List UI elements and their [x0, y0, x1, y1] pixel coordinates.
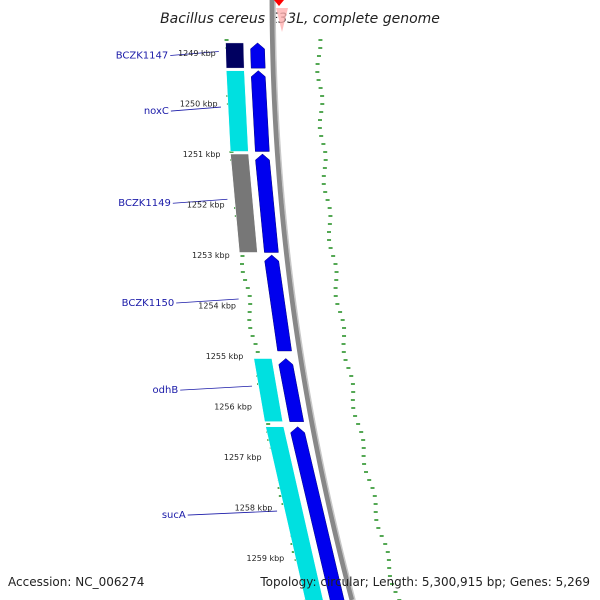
gene-label-BCZK1149: BCZK1149 [118, 198, 171, 209]
gene-ring-BCZK1147 [225, 42, 245, 69]
map-title: Bacillus cereus E33L, complete genome [160, 11, 440, 27]
kbp-tick-label: 1259 kbp [247, 554, 285, 563]
kbp-tick-label: 1249 kbp [178, 49, 216, 58]
accession-text: Accession: NC_006274 [8, 575, 144, 589]
kbp-tick-label: 1258 kbp [235, 504, 273, 513]
cds-arrow-noxC [251, 70, 270, 152]
position-marker [274, 0, 284, 6]
kbp-tick-label: 1253 kbp [192, 251, 230, 260]
gene-label-BCZK1147: BCZK1147 [116, 51, 169, 62]
kbp-tick-label: 1250 kbp [180, 100, 218, 109]
gene-leader-BCZK1150 [176, 298, 239, 304]
marker-shadow [276, 8, 288, 32]
gene-leader-BCZK1149 [172, 198, 228, 204]
cds-arrow-odhB [278, 358, 305, 422]
kbp-tick-label: 1254 kbp [198, 302, 236, 311]
gene-label-odhB: odhB [153, 385, 179, 396]
gene-ring-sucA [265, 426, 324, 600]
backbone-highlight [274, 0, 356, 600]
gene-leader-noxC [170, 106, 221, 112]
gene-ring-odhB [253, 358, 284, 422]
gene-label-noxC: noxC [144, 106, 169, 117]
genome-summary-text: Topology: circular; Length: 5,300,915 bp… [259, 575, 590, 589]
gene-label-sucA: sucA [162, 510, 186, 521]
gene-leader-odhB [180, 385, 253, 391]
cds-arrow-BCZK1149 [255, 153, 279, 253]
kbp-tick-label: 1256 kbp [214, 403, 252, 412]
gene-leader-sucA [187, 510, 278, 516]
gene-ring-noxC [226, 70, 249, 152]
gene-label-BCZK1150: BCZK1150 [122, 298, 175, 309]
backbone-line [269, 0, 355, 600]
kbp-tick-label: 1257 kbp [224, 453, 262, 462]
kbp-tick-label: 1252 kbp [187, 201, 225, 210]
kbp-tick-label: 1255 kbp [206, 352, 244, 361]
gene-ring-BCZK1149 [230, 153, 258, 253]
gene-leader-BCZK1147 [170, 51, 219, 56]
cds-arrow-BCZK1147 [250, 42, 266, 69]
cds-arrow-sucA [290, 426, 345, 600]
kbp-tick-label: 1251 kbp [183, 150, 221, 159]
cds-arrow-BCZK1150 [264, 254, 292, 352]
